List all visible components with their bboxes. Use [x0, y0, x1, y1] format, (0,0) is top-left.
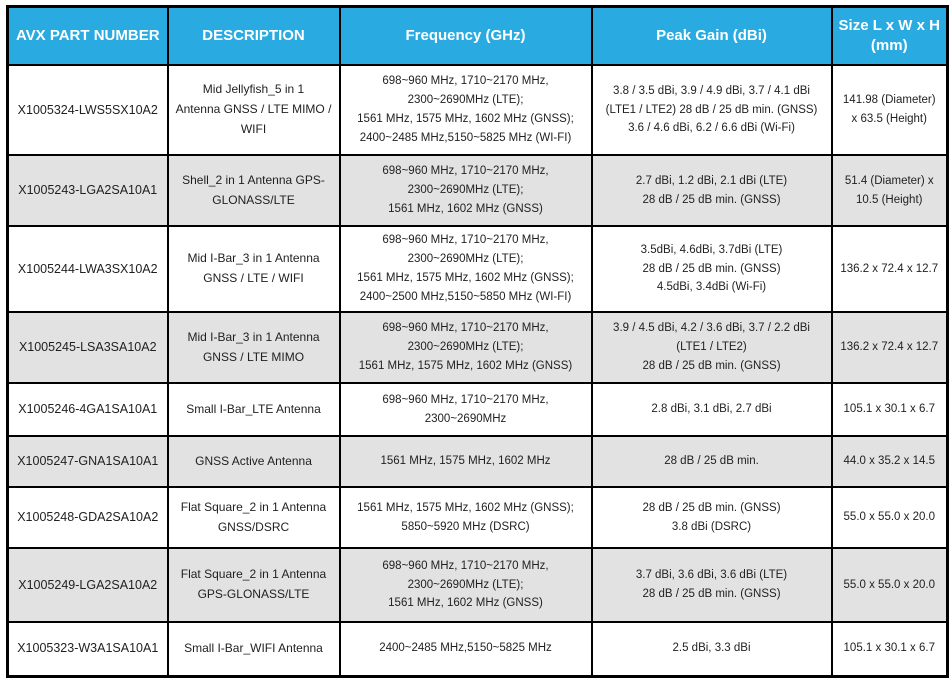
cell-description: Shell_2 in 1 Antenna GPS- GLONASS/LTE	[166, 154, 341, 227]
cell-peak-gain: 28 dB / 25 dB min.	[590, 435, 833, 488]
antenna-spec-table: AVX PART NUMBER DESCRIPTION Frequency (G…	[6, 5, 949, 678]
cell-description: Small I-Bar_WIFI Antenna	[166, 621, 341, 677]
cell-size: 105.1 x 30.1 x 6.7	[830, 621, 949, 677]
table-row: X1005249-LGA2SA10A2 Flat Square_2 in 1 A…	[6, 547, 949, 623]
cell-peak-gain: 3.7 dBi, 3.6 dBi, 3.6 dBi (LTE) 28 dB / …	[590, 547, 833, 623]
cell-size: 136.2 x 72.4 x 12.7	[830, 225, 949, 313]
table-row: X1005248-GDA2SA10A2 Flat Square_2 in 1 A…	[6, 486, 949, 549]
cell-description: Mid Jellyfish_5 in 1 Antenna GNSS / LTE …	[166, 64, 341, 156]
cell-part-number: X1005248-GDA2SA10A2	[6, 486, 169, 549]
cell-peak-gain: 2.8 dBi, 3.1 dBi, 2.7 dBi	[590, 382, 833, 437]
cell-frequency: 1561 MHz, 1575 MHz, 1602 MHz (GNSS); 585…	[338, 486, 593, 549]
cell-peak-gain: 3.8 / 3.5 dBi, 3.9 / 4.9 dBi, 3.7 / 4.1 …	[590, 64, 833, 156]
cell-part-number: X1005243-LGA2SA10A1	[6, 154, 169, 227]
cell-size: 55.0 x 55.0 x 20.0	[830, 547, 949, 623]
table-row: X1005244-LWA3SX10A2 Mid I-Bar_3 in 1 Ant…	[6, 225, 949, 313]
cell-description: GNSS Active Antenna	[166, 435, 341, 488]
table-row: X1005324-LWS5SX10A2 Mid Jellyfish_5 in 1…	[6, 64, 949, 156]
cell-peak-gain: 2.7 dBi, 1.2 dBi, 2.1 dBi (LTE) 28 dB / …	[590, 154, 833, 227]
cell-size: 44.0 x 35.2 x 14.5	[830, 435, 949, 488]
cell-size: 141.98 (Diameter) x 63.5 (Height)	[830, 64, 949, 156]
header-cell-size: Size L x W x H (mm)	[830, 5, 949, 66]
table-row: X1005245-LSA3SA10A2 Mid I-Bar_3 in 1 Ant…	[6, 311, 949, 384]
cell-frequency: 698~960 MHz, 1710~2170 MHz, 2300~2690MHz…	[338, 311, 593, 384]
cell-part-number: X1005244-LWA3SX10A2	[6, 225, 169, 313]
cell-size: 55.0 x 55.0 x 20.0	[830, 486, 949, 549]
cell-part-number: X1005245-LSA3SA10A2	[6, 311, 169, 384]
cell-description: Mid I-Bar_3 in 1 Antenna GNSS / LTE MIMO	[166, 311, 341, 384]
table-row: X1005323-W3A1SA10A1 Small I-Bar_WIFI Ant…	[6, 621, 949, 677]
cell-frequency: 698~960 MHz, 1710~2170 MHz, 2300~2690MHz…	[338, 547, 593, 623]
cell-frequency: 698~960 MHz, 1710~2170 MHz, 2300~2690MHz…	[338, 154, 593, 227]
cell-description: Small I-Bar_LTE Antenna	[166, 382, 341, 437]
table-row: X1005246-4GA1SA10A1 Small I-Bar_LTE Ante…	[6, 382, 949, 437]
cell-frequency: 698~960 MHz, 1710~2170 MHz, 2300~2690MHz…	[338, 225, 593, 313]
cell-part-number: X1005324-LWS5SX10A2	[6, 64, 169, 156]
cell-peak-gain: 3.9 / 4.5 dBi, 4.2 / 3.6 dBi, 3.7 / 2.2 …	[590, 311, 833, 384]
cell-size: 136.2 x 72.4 x 12.7	[830, 311, 949, 384]
header-cell-peak-gain: Peak Gain (dBi)	[590, 5, 833, 66]
cell-size: 105.1 x 30.1 x 6.7	[830, 382, 949, 437]
cell-description: Flat Square_2 in 1 Antenna GNSS/DSRC	[166, 486, 341, 549]
cell-frequency: 698~960 MHz, 1710~2170 MHz, 2300~2690MHz…	[338, 64, 593, 156]
table-body: X1005324-LWS5SX10A2 Mid Jellyfish_5 in 1…	[6, 64, 949, 677]
header-row: AVX PART NUMBER DESCRIPTION Frequency (G…	[6, 5, 949, 66]
cell-description: Flat Square_2 in 1 Antenna GPS-GLONASS/L…	[166, 547, 341, 623]
header-cell-part-number: AVX PART NUMBER	[6, 5, 169, 66]
cell-description: Mid I-Bar_3 in 1 Antenna GNSS / LTE / WI…	[166, 225, 341, 313]
cell-peak-gain: 3.5dBi, 4.6dBi, 3.7dBi (LTE) 28 dB / 25 …	[590, 225, 833, 313]
cell-frequency: 2400~2485 MHz,5150~5825 MHz	[338, 621, 593, 677]
table-row: X1005243-LGA2SA10A1 Shell_2 in 1 Antenna…	[6, 154, 949, 227]
cell-frequency: 698~960 MHz, 1710~2170 MHz, 2300~2690MHz	[338, 382, 593, 437]
header-cell-description: DESCRIPTION	[166, 5, 341, 66]
table-header: AVX PART NUMBER DESCRIPTION Frequency (G…	[6, 5, 949, 66]
cell-peak-gain: 28 dB / 25 dB min. (GNSS) 3.8 dBi (DSRC)	[590, 486, 833, 549]
cell-peak-gain: 2.5 dBi, 3.3 dBi	[590, 621, 833, 677]
cell-part-number: X1005247-GNA1SA10A1	[6, 435, 169, 488]
cell-frequency: 1561 MHz, 1575 MHz, 1602 MHz	[338, 435, 593, 488]
cell-size: 51.4 (Diameter) x 10.5 (Height)	[830, 154, 949, 227]
header-cell-frequency: Frequency (GHz)	[338, 5, 593, 66]
cell-part-number: X1005323-W3A1SA10A1	[6, 621, 169, 677]
cell-part-number: X1005246-4GA1SA10A1	[6, 382, 169, 437]
table-row: X1005247-GNA1SA10A1 GNSS Active Antenna …	[6, 435, 949, 488]
cell-part-number: X1005249-LGA2SA10A2	[6, 547, 169, 623]
